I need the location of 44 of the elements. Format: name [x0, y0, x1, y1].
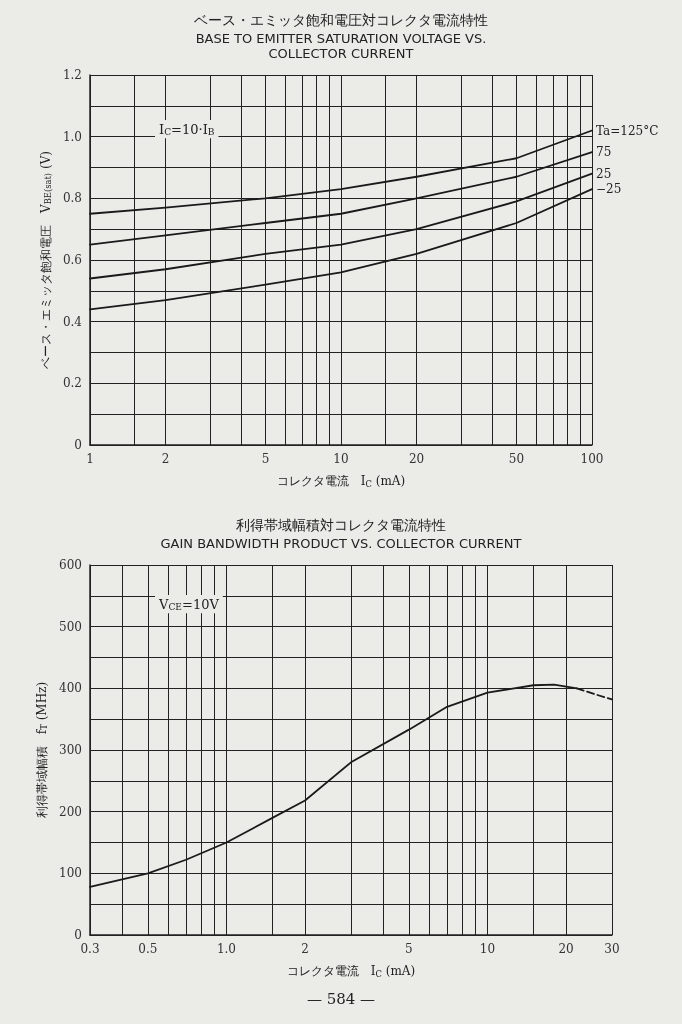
- x-tick-label: 20: [558, 942, 574, 956]
- x-tick-label: 2: [301, 942, 309, 956]
- y-tick-label: 200: [59, 804, 82, 819]
- x-tick-label: 5: [261, 452, 270, 466]
- y-tick-label: 1.2: [62, 68, 82, 82]
- chart-subtitle: GAIN BANDWIDTH PRODUCT VS. COLLECTOR CURRENT: [160, 536, 522, 551]
- chart-title: ベース・エミッタ飽和電圧対コレクタ電流特性: [194, 12, 488, 28]
- x-axis-title: コレクタ電流 IC (mA): [286, 964, 416, 979]
- annotation: IC=10·IB: [159, 121, 215, 137]
- y-axis-title: ベース・エミッタ飽和電圧 VBE(sat) (V): [38, 151, 53, 369]
- y-tick-label: 500: [59, 619, 82, 634]
- y-tick-label: 600: [59, 558, 82, 572]
- y-tick-label: 300: [59, 743, 82, 757]
- y-tick-label: 100: [59, 866, 82, 881]
- x-tick-label: 0.3: [80, 942, 100, 956]
- chart-subtitle: BASE TO EMITTER SATURATION VOLTAGE VS. COLLECTOR CURRENT: [195, 31, 487, 61]
- x-tick-label: 0.5: [138, 942, 158, 956]
- annotation: VCE=10V: [158, 596, 220, 612]
- y-tick-label: 0.8: [62, 191, 82, 206]
- series-label: −25: [596, 182, 622, 197]
- x-tick-label: 20: [408, 452, 425, 466]
- y-tick-label: 400: [59, 681, 82, 696]
- x-tick-label: 10: [333, 452, 349, 466]
- x-axis-title: コレクタ電流 IC (mA): [276, 474, 406, 489]
- series-label: Ta=125°C: [596, 123, 659, 138]
- y-tick-label: 0: [74, 928, 82, 942]
- chart-title: 利得帯域幅積対コレクタ電流特性: [236, 517, 446, 533]
- x-tick-label: 1.0: [216, 942, 237, 956]
- x-tick-label: 50: [508, 452, 525, 466]
- y-tick-label: 0: [74, 438, 82, 452]
- x-tick-label: 100: [580, 452, 604, 466]
- y-tick-label: 1.0: [62, 129, 82, 144]
- series-label: 75: [596, 145, 612, 160]
- y-tick-label: 0.6: [62, 253, 82, 267]
- y-axis-title: 利得帯域幅積 fT (MHz): [34, 681, 50, 819]
- y-tick-label: 0.4: [62, 314, 83, 329]
- x-tick-label: 30: [604, 942, 620, 956]
- x-tick-label: 1: [86, 452, 94, 466]
- series-label: 25: [596, 166, 612, 181]
- x-tick-label: 2: [161, 452, 170, 466]
- text: — 584 —: [306, 989, 376, 1008]
- y-tick-label: 0.2: [62, 376, 82, 391]
- x-tick-label: 5: [405, 942, 413, 956]
- x-tick-label: 10: [479, 942, 496, 956]
